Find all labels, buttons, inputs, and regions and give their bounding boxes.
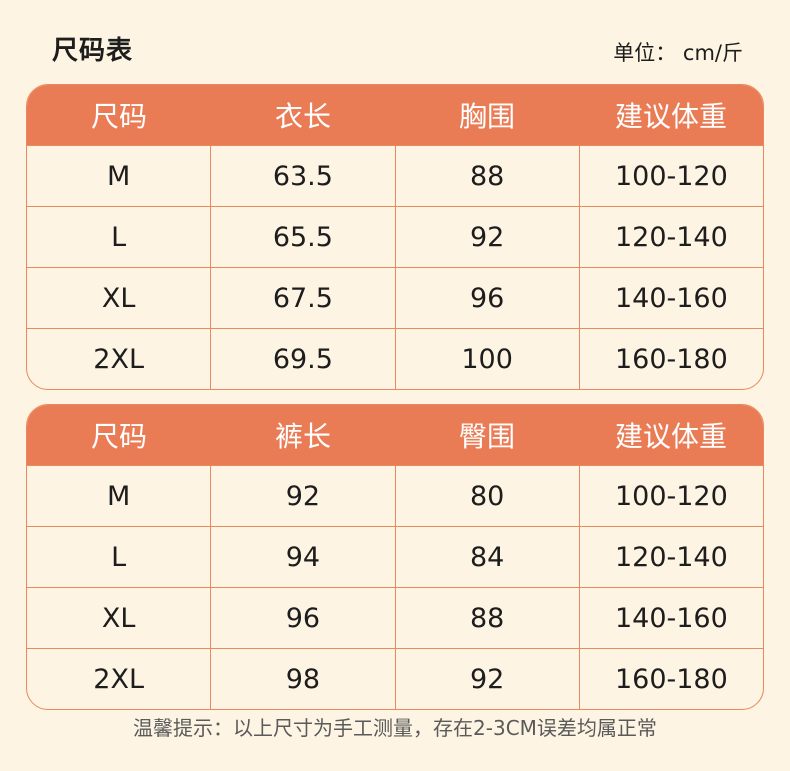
table-cell: M [106, 160, 131, 192]
header-cell-chest: 胸围 [458, 100, 515, 133]
table-cell: 140-160 [578, 588, 763, 648]
header-cell-pants-length: 裤长 [274, 420, 331, 453]
table-row: 2XL 69.5 100 160-180 [27, 328, 763, 389]
table-cell: M [106, 480, 131, 512]
table-cell: 96 [394, 268, 579, 328]
table-cell: 140-160 [578, 268, 763, 328]
header-cell-length: 衣长 [274, 100, 331, 133]
table-cell: 63.5 [210, 146, 394, 206]
bottom-size-table: 尺码 裤长 臀围 建议体重 M 92 80 100-120 L 94 84 12… [26, 404, 764, 710]
header-cell-weight: 建议体重 [614, 420, 727, 453]
table-cell: 92 [394, 207, 579, 267]
table-cell: XL [101, 282, 136, 314]
table-cell: 80 [394, 466, 579, 526]
table-cell: 88 [394, 146, 579, 206]
table-row: L 65.5 92 120-140 [27, 206, 763, 267]
table-cell: 84 [394, 527, 579, 587]
table-cell: 92 [210, 466, 394, 526]
table-cell: 88 [394, 588, 579, 648]
table-cell: XL [101, 602, 136, 634]
table-cell: 69.5 [210, 329, 394, 389]
table-cell: 100-120 [578, 146, 763, 206]
table-cell: 120-140 [578, 207, 763, 267]
header-cell-size: 尺码 [90, 420, 147, 453]
page-title: 尺码表 [52, 36, 134, 66]
table-row: M 92 80 100-120 [27, 465, 763, 526]
table-cell: 65.5 [210, 207, 394, 267]
header-cell-hip: 臀围 [458, 420, 515, 453]
header-cell-weight: 建议体重 [614, 100, 727, 133]
table-cell: L [111, 541, 127, 573]
table-cell: 94 [210, 527, 394, 587]
top-size-table: 尺码 衣长 胸围 建议体重 M 63.5 88 100-120 L 65.5 9… [26, 84, 764, 390]
table-row: M 63.5 88 100-120 [27, 145, 763, 206]
table-cell: 100-120 [578, 466, 763, 526]
table-row: 2XL 98 92 160-180 [27, 648, 763, 709]
header-cell-size: 尺码 [90, 100, 147, 133]
unit-label: 单位： cm/斤 [613, 41, 743, 65]
table-cell: 2XL [93, 663, 144, 695]
table-row: L 94 84 120-140 [27, 526, 763, 587]
table-cell: 96 [210, 588, 394, 648]
table-cell: 2XL [93, 343, 144, 375]
table-cell: 100 [394, 329, 579, 389]
table-cell: 98 [210, 649, 394, 709]
table-cell: 160-180 [578, 329, 763, 389]
table-header-row: 尺码 衣长 胸围 建议体重 [27, 85, 763, 145]
footnote: 温馨提示：以上尺寸为手工测量，存在2-3CM误差均属正常 [133, 716, 657, 740]
table-cell: 160-180 [578, 649, 763, 709]
table-row: XL 96 88 140-160 [27, 587, 763, 648]
table-header-row: 尺码 裤长 臀围 建议体重 [27, 405, 763, 465]
table-row: XL 67.5 96 140-160 [27, 267, 763, 328]
table-cell: 67.5 [210, 268, 394, 328]
table-cell: 120-140 [578, 527, 763, 587]
table-cell: 92 [394, 649, 579, 709]
table-cell: L [111, 221, 127, 253]
